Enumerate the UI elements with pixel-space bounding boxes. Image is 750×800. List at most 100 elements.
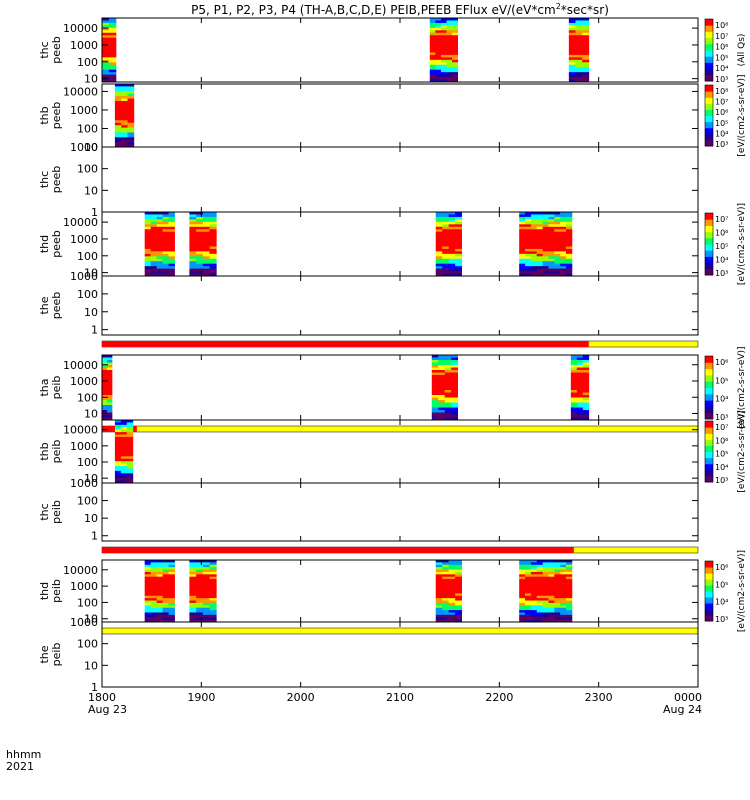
spectrogram-cell xyxy=(202,261,210,265)
spectrogram-cell xyxy=(575,72,583,76)
colorbar-tick-label: 10⁵ xyxy=(715,53,728,62)
spectrogram-cell xyxy=(582,402,590,406)
spectrogram-cell xyxy=(121,88,128,92)
spectrogram-cell xyxy=(566,600,573,604)
y-tick-label: 100 xyxy=(77,250,98,263)
spectrogram-cell xyxy=(429,30,436,34)
spectrogram-cell xyxy=(448,614,456,618)
spectrogram-cell xyxy=(455,586,462,590)
spectrogram-cell xyxy=(429,72,436,76)
spectrogram-cell xyxy=(554,607,561,611)
spectrogram-cell xyxy=(108,20,117,24)
spectrogram-cell xyxy=(448,229,456,233)
spectrogram-cell xyxy=(525,586,532,590)
spectrogram-cell xyxy=(202,246,210,250)
spectrogram-cell xyxy=(530,214,538,218)
spectrogram-cell xyxy=(162,248,169,252)
spectrogram-cell xyxy=(196,605,204,609)
x-tick-label: 2200 xyxy=(485,691,513,704)
spectrogram-cell xyxy=(525,253,532,257)
spectrogram-cell xyxy=(530,229,538,233)
spectrogram-cell xyxy=(106,405,113,408)
spectrogram-cell xyxy=(452,22,459,26)
spectrogram-cell xyxy=(209,241,217,245)
y-tick-label: 10 xyxy=(84,184,98,197)
spectrogram-cell xyxy=(435,30,442,34)
spectrogram-cell xyxy=(548,219,555,223)
spectrogram-cell xyxy=(566,214,573,218)
spectrogram-cell xyxy=(455,219,462,223)
spectrogram-cell xyxy=(542,246,549,250)
spectrogram-cell xyxy=(568,35,576,39)
panel-label-instrument: peeb xyxy=(50,292,63,320)
spectrogram-cell xyxy=(431,377,439,381)
spectrogram-cell xyxy=(525,619,532,623)
spectrogram-cell xyxy=(120,424,128,428)
spectrogram-cell xyxy=(196,562,204,566)
spectrogram-cell xyxy=(542,564,549,568)
spectrogram-cell xyxy=(189,614,197,618)
spectrogram-cell xyxy=(554,610,561,613)
spectrogram-cell xyxy=(114,436,122,440)
spectrogram-cell xyxy=(448,226,456,230)
colorbar-tick-label: 10⁸ xyxy=(715,87,728,96)
panel-label-probe: the xyxy=(38,296,51,314)
spectrogram-cell xyxy=(548,581,555,585)
colorbar-swatch xyxy=(705,133,713,141)
spectrogram-cell xyxy=(156,266,163,270)
spectrogram-cell xyxy=(102,417,108,421)
spectrogram-cell xyxy=(548,576,555,580)
spectrogram-cell xyxy=(156,569,163,573)
spectrogram-cell xyxy=(448,219,456,223)
spectrogram-cell xyxy=(168,253,175,257)
spectrogram-cell xyxy=(582,417,590,421)
spectrogram-cell xyxy=(114,470,122,474)
spectrogram-cell xyxy=(536,212,543,215)
spectrogram-cell xyxy=(448,263,456,267)
spectrogram-cell xyxy=(560,610,567,613)
spectrogram-cell xyxy=(525,583,532,587)
spectrogram-cell xyxy=(120,470,128,474)
spectrogram-cell xyxy=(575,52,583,56)
spectrogram-cell xyxy=(156,216,163,220)
panel-label-probe: thc xyxy=(38,171,51,188)
spectrogram-block xyxy=(435,212,462,277)
spectrogram-cell xyxy=(429,69,436,73)
spectrogram-cell xyxy=(440,69,447,73)
spectrogram-cell xyxy=(444,357,452,361)
colorbar-swatch xyxy=(705,433,713,440)
spectrogram-cell xyxy=(114,480,122,484)
spectrogram-cell xyxy=(542,214,549,218)
spectrogram-cell xyxy=(582,32,590,36)
spectrogram-cell xyxy=(114,108,122,112)
spectrogram-cell xyxy=(455,571,462,575)
spectrogram-cell xyxy=(196,576,204,580)
spectrogram-cell xyxy=(519,271,526,274)
spectrogram-cell xyxy=(114,427,122,431)
spectrogram-cell xyxy=(435,248,443,252)
spectrogram-cell xyxy=(102,370,108,373)
panel-label-probe: thc xyxy=(38,41,51,58)
spectrogram-cell xyxy=(156,602,163,606)
spectrogram-cell xyxy=(168,273,175,277)
spectrogram-cell xyxy=(448,241,456,245)
spectrogram-cell xyxy=(554,219,561,223)
spectrogram-cell xyxy=(108,62,117,66)
spectrogram-cell xyxy=(560,564,567,568)
spectrogram-cell xyxy=(150,266,158,270)
title-main: P5, P1, P2, P3, P4 (TH-A,B,C,D,E) PEIB,P… xyxy=(191,3,556,17)
colorbar-swatch xyxy=(705,585,713,592)
spectrogram-cell xyxy=(431,415,439,418)
spectrogram-cell xyxy=(566,619,573,623)
spectrogram-cell xyxy=(554,256,561,260)
spectrogram-cell xyxy=(209,212,217,215)
spectrogram-cell xyxy=(189,214,197,218)
colorbar-frame xyxy=(704,84,714,147)
spectrogram-cell xyxy=(121,134,128,138)
spectrogram-cell xyxy=(189,221,197,225)
spectrogram-cell xyxy=(156,612,163,616)
spectrogram-cell xyxy=(438,415,446,418)
spectrogram-cell xyxy=(542,268,549,272)
spectrogram-cell xyxy=(452,67,459,71)
spectrogram-cell xyxy=(525,221,532,225)
